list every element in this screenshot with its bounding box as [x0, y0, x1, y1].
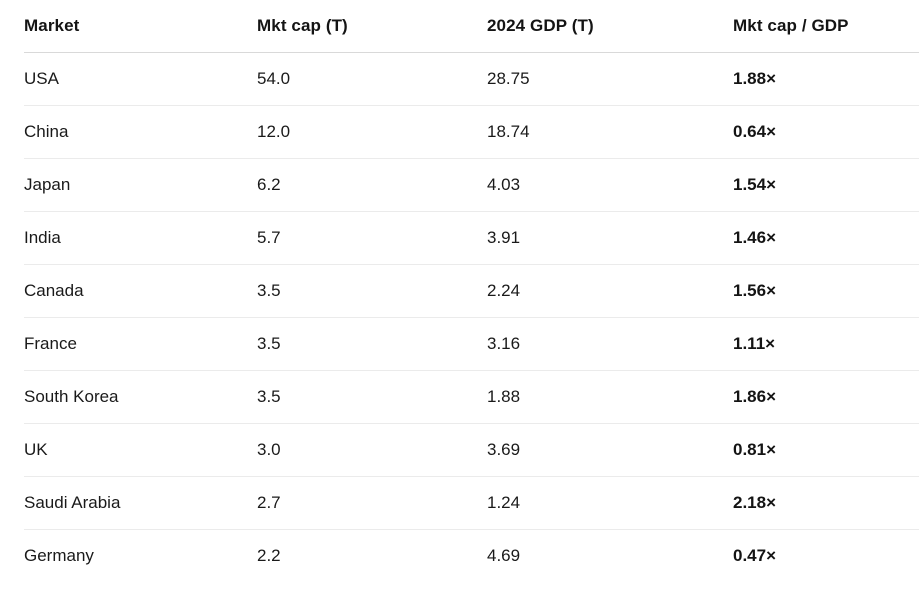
cell-mkt-cap: 2.7	[257, 476, 487, 530]
cell-ratio: 1.88×	[733, 52, 919, 106]
column-header-mkt-cap: Mkt cap (T)	[257, 0, 487, 53]
cell-ratio: 0.47×	[733, 546, 777, 565]
cell-mkt-cap: 12.0	[257, 105, 487, 159]
cell-gdp: 2.24	[487, 264, 733, 318]
table-row: India 5.7 3.91 1.46×	[24, 211, 919, 265]
table-row: France 3.5 3.16 1.11×	[24, 317, 919, 371]
column-header-market: Market	[24, 0, 257, 53]
cell-market: Japan	[24, 158, 257, 212]
cell-mkt-cap: 3.5	[257, 317, 487, 371]
cell-ratio: 1.54×	[733, 158, 919, 212]
cell-mkt-cap: 3.5	[257, 370, 487, 424]
cell-gdp: 3.69	[487, 423, 733, 477]
cell-gdp: 3.16	[487, 317, 733, 371]
table-row: Japan 6.2 4.03 1.54×	[24, 158, 919, 212]
cell-ratio: 0.81×	[733, 423, 919, 477]
column-header-ratio: Mkt cap / GDP	[733, 0, 919, 53]
cell-market: UK	[24, 423, 257, 477]
cell-market: Saudi Arabia	[24, 476, 257, 530]
cell-ratio: 1.56×	[733, 264, 919, 318]
cell-market: Canada	[24, 264, 257, 318]
cell-ratio: 0.64×	[733, 105, 919, 159]
cell-mkt-cap: 54.0	[257, 52, 487, 106]
cell-mkt-cap: 3.0	[257, 423, 487, 477]
cell-ratio: 1.86×	[733, 370, 919, 424]
cell-market: France	[24, 317, 257, 371]
cell-mkt-cap: 2.2	[257, 546, 281, 565]
cell-gdp: 4.03	[487, 158, 733, 212]
cell-market: South Korea	[24, 370, 257, 424]
table-row: Saudi Arabia 2.7 1.24 2.18×	[24, 476, 919, 530]
cell-mkt-cap: 5.7	[257, 211, 487, 265]
cell-gdp: 4.69	[487, 546, 521, 565]
column-header-gdp: 2024 GDP (T)	[487, 0, 733, 53]
cell-ratio: 1.11×	[733, 317, 919, 371]
cell-gdp: 1.88	[487, 370, 733, 424]
table-row: USA 54.0 28.75 1.88×	[24, 52, 919, 106]
cell-ratio: 1.46×	[733, 211, 919, 265]
markets-table-container: Market Mkt cap (T) 2024 GDP (T) Mkt cap …	[24, 0, 919, 582]
table-row: Germany 2.2 4.69 0.47×	[24, 530, 919, 583]
cell-market: India	[24, 211, 257, 265]
cell-gdp: 18.74	[487, 105, 733, 159]
cell-mkt-cap: 6.2	[257, 158, 487, 212]
table-row: China 12.0 18.74 0.64×	[24, 105, 919, 159]
cell-mkt-cap: 3.5	[257, 264, 487, 318]
table-row: UK 3.0 3.69 0.81×	[24, 423, 919, 477]
cell-gdp: 1.24	[487, 476, 733, 530]
cell-gdp: 28.75	[487, 52, 733, 106]
cell-gdp: 3.91	[487, 211, 733, 265]
markets-table: Market Mkt cap (T) 2024 GDP (T) Mkt cap …	[24, 0, 919, 582]
cell-market: China	[24, 105, 257, 159]
cell-market: USA	[24, 52, 257, 106]
table-row: Canada 3.5 2.24 1.56×	[24, 264, 919, 318]
table-header-row: Market Mkt cap (T) 2024 GDP (T) Mkt cap …	[24, 0, 919, 53]
cell-market: Germany	[24, 546, 94, 565]
cell-ratio: 2.18×	[733, 476, 919, 530]
table-row: South Korea 3.5 1.88 1.86×	[24, 370, 919, 424]
